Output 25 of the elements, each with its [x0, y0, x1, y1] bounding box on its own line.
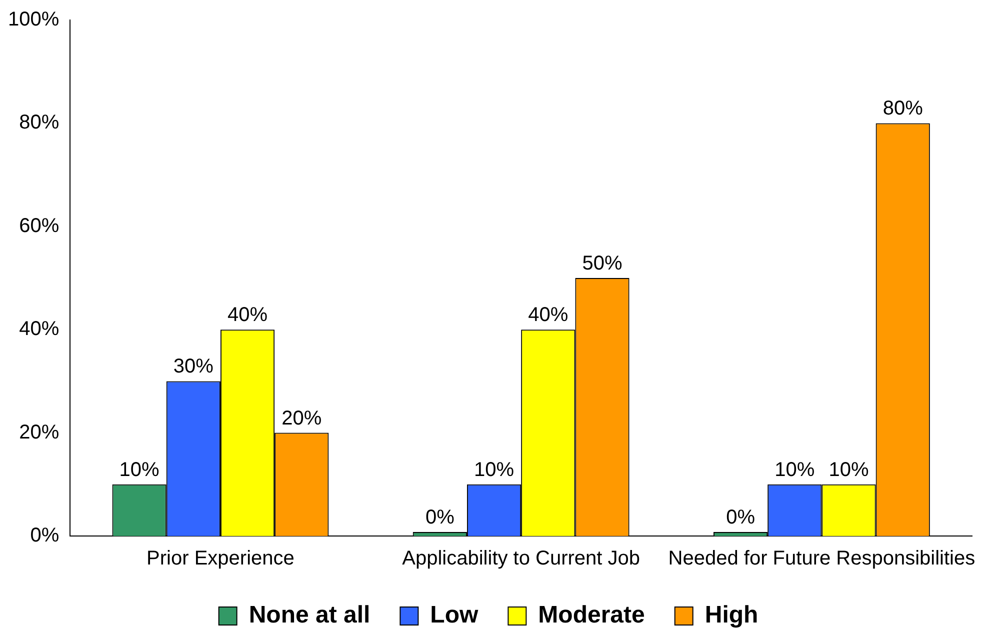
- data-label: 10%: [828, 458, 869, 481]
- data-label: 40%: [228, 304, 268, 326]
- data-label: 50%: [582, 252, 622, 275]
- legend-label: None at all: [248, 602, 370, 629]
- y-tick-label: 20%: [19, 421, 60, 444]
- y-tick-label: 60%: [19, 214, 60, 237]
- data-label: 10%: [474, 458, 514, 481]
- data-label: 20%: [282, 407, 322, 430]
- legend-label: Low: [430, 602, 478, 629]
- data-label: 30%: [173, 356, 214, 378]
- data-label: 40%: [528, 304, 568, 326]
- data-label: 10%: [774, 458, 815, 481]
- x-tick-label: Needed for Future Responsibilities: [668, 548, 976, 570]
- data-label: 10%: [119, 458, 160, 481]
- y-tick-label: 80%: [19, 112, 60, 134]
- y-tick-label: 100%: [8, 8, 60, 31]
- data-label: 0%: [425, 506, 455, 529]
- legend-label: Moderate: [538, 602, 645, 629]
- x-tick-label: Prior Experience: [146, 548, 294, 570]
- legend-label: High: [704, 602, 758, 629]
- data-label: 80%: [882, 98, 924, 120]
- y-tick-label: 40%: [19, 318, 60, 340]
- data-label: 0%: [726, 506, 756, 529]
- x-tick-label: Applicability to Current Job: [402, 548, 640, 570]
- y-tick-label: 0%: [30, 524, 60, 547]
